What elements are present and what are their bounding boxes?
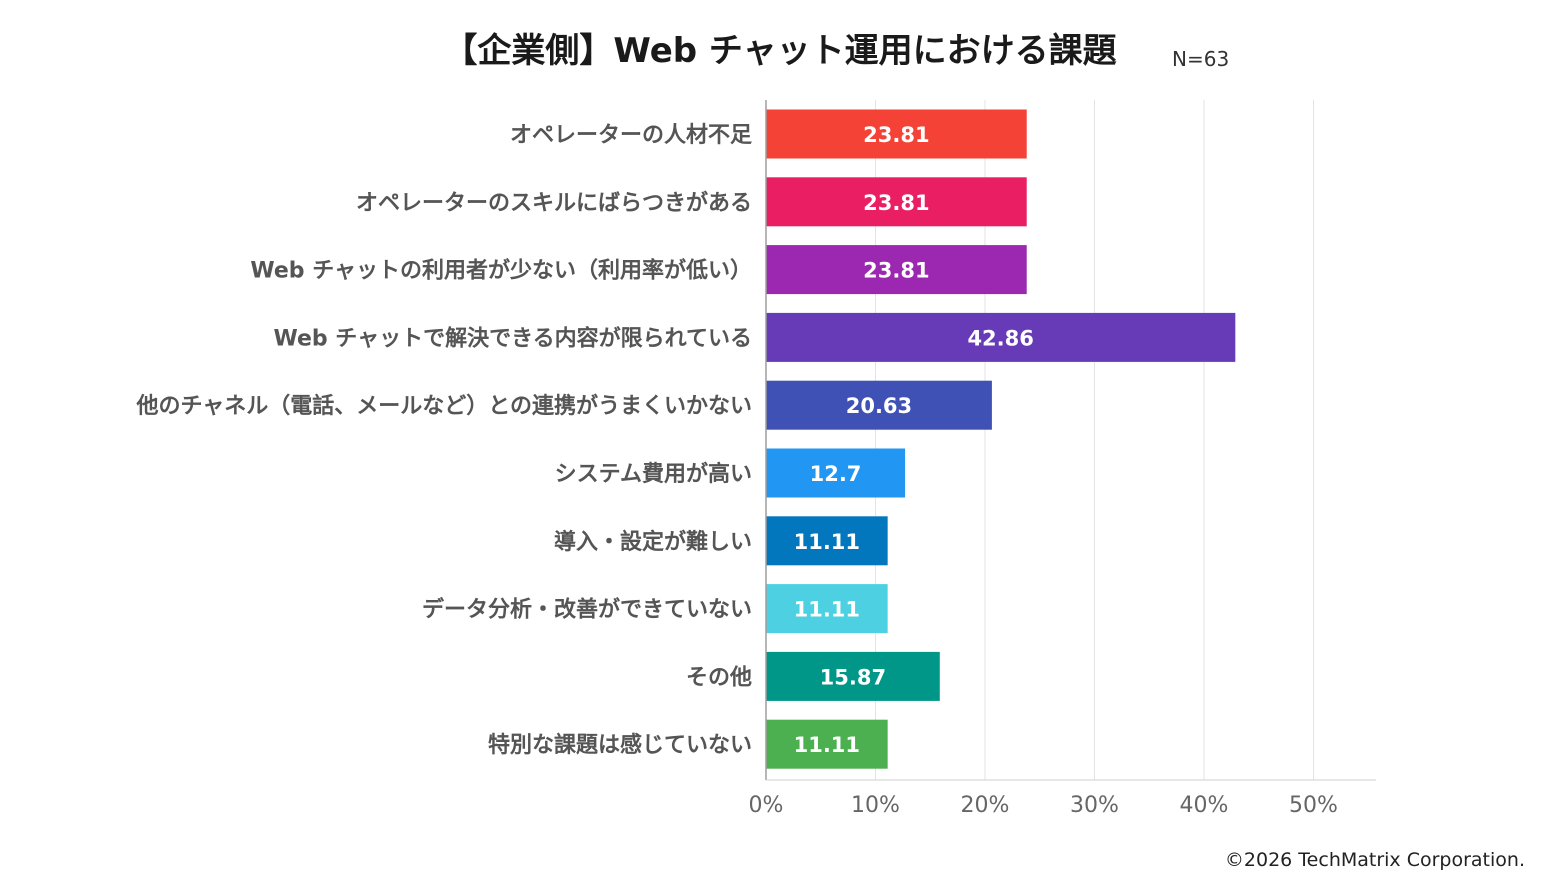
x-tick-label: 40% [1180, 793, 1229, 818]
chart-title: 【企業側】Web チャット運用における課題 [443, 31, 1116, 71]
data-label: 11.11 [794, 733, 860, 757]
data-label: 12.7 [810, 462, 862, 486]
axes: 0% 10% 20% 30% 40% 50% オペレーターの人材不足オペレーターのスキルにば… [135, 100, 1376, 818]
bar [766, 448, 906, 498]
bar [766, 245, 1027, 295]
x-tick-label: 50% [1289, 793, 1338, 818]
bar [766, 380, 992, 430]
bar [766, 584, 888, 634]
bar [766, 177, 1027, 227]
category-label: 導入・設定が難しい [554, 529, 752, 555]
data-label: 11.11 [794, 598, 860, 622]
category-label: データ分析・改善ができていない [422, 597, 752, 623]
category-label: 特別な課題は感じていない [488, 732, 752, 758]
data-label: 23.81 [863, 123, 929, 147]
category-label: その他 [686, 665, 752, 690]
x-tick-label: 0% [749, 793, 784, 818]
bar [766, 516, 888, 566]
category-label: オペレーターの人材不足 [510, 123, 752, 148]
data-label: 15.87 [820, 665, 886, 689]
category-label: オペレーターのスキルにばらつきがある [356, 190, 752, 216]
category-label: 他のチャネル（電話、メールなど）との連携がうまくいかない [135, 393, 752, 419]
category-label: Web チャットの利用者が少ない（利用率が低い） [250, 258, 752, 284]
category-label: システム費用が高い [555, 461, 752, 487]
data-label: 23.81 [863, 191, 929, 215]
x-tick-label: 10% [851, 793, 900, 818]
bar [766, 719, 888, 769]
data-label: 42.86 [967, 326, 1033, 350]
bars: 23.81 23.81 23.81 42.86 20.63 12.7 11.11 11.11 1… [766, 109, 1236, 769]
data-label: 11.11 [794, 530, 860, 554]
bar [766, 312, 1236, 362]
data-label: 20.63 [846, 394, 912, 418]
category-label: Web チャットで解決できる内容が限られている [274, 325, 753, 351]
sample-size-label: N=63 [1172, 47, 1229, 71]
bar [766, 109, 1027, 159]
copyright-text: ©2026 TechMatrix Corporation. [1225, 849, 1525, 871]
data-label: 23.81 [863, 259, 929, 283]
bar [766, 651, 940, 701]
x-tick-label: 30% [1070, 793, 1119, 818]
x-tick-label: 20% [961, 793, 1010, 818]
